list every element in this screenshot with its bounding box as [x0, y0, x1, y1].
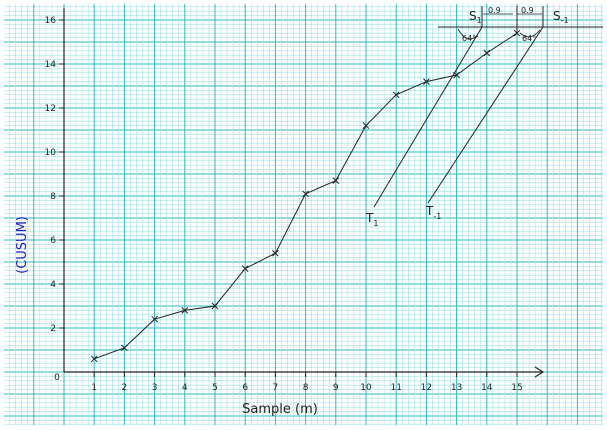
- data-point: [151, 315, 158, 323]
- angle-left-arc: [457, 28, 479, 40]
- x-tick-label: 3: [152, 383, 158, 393]
- x-tick-label: 8: [303, 383, 309, 393]
- d-right-label: 0.9: [521, 6, 534, 15]
- data-point: [121, 344, 128, 352]
- t1-label: T1: [365, 211, 378, 228]
- data-point: [362, 122, 370, 129]
- grid: [4, 4, 603, 426]
- d-left-label: 0.9: [488, 6, 501, 15]
- y-tick-label: 14: [45, 60, 57, 70]
- y-tick-label: 12: [45, 104, 56, 114]
- x-tick-label: 2: [122, 383, 128, 393]
- x-axis-label: Sample (m): [242, 402, 318, 417]
- v-mask-construction: [373, 6, 603, 208]
- data-point: [211, 302, 219, 310]
- x-tick-label: 11: [390, 383, 401, 393]
- data-point: [272, 249, 279, 257]
- t-minus1-line: [427, 26, 544, 204]
- series: [90, 29, 521, 363]
- data-point: [241, 265, 249, 272]
- angle-left-label: 64°: [462, 34, 476, 43]
- axes: [63, 8, 545, 378]
- x-tick-label: 10: [360, 383, 372, 393]
- y-tick-label: 2: [50, 324, 56, 334]
- y-tick-label: 16: [45, 16, 57, 26]
- y-tick-label: 8: [50, 192, 56, 202]
- data-point: [513, 29, 521, 37]
- data-point: [332, 177, 340, 184]
- s-minus1-label: S-1: [553, 9, 569, 25]
- angle-right-arc: [519, 29, 541, 38]
- x-tick-label: 13: [451, 383, 462, 393]
- x-tick-label: 9: [333, 383, 339, 393]
- x-tick-label: 15: [511, 383, 522, 393]
- x-tick-label: 6: [242, 383, 248, 393]
- y-tick-label: 10: [45, 148, 57, 158]
- y-tick-label: 6: [50, 236, 56, 246]
- data-point: [453, 71, 460, 79]
- data-point: [392, 91, 400, 99]
- data-point: [423, 78, 430, 85]
- data-point: [302, 190, 309, 198]
- x-axis-arrow: [534, 366, 545, 378]
- x-tick-label: 7: [273, 383, 279, 393]
- s1-label: S1: [469, 9, 482, 25]
- angle-right-label: 64°: [522, 34, 536, 43]
- y-axis-label: (CUSUM): [15, 216, 30, 274]
- data-point: [181, 307, 189, 314]
- x-tick-label: 1: [91, 383, 97, 393]
- x-tick-label: 5: [212, 383, 218, 393]
- t-minus1-label: T-1: [425, 204, 441, 221]
- t1-line: [373, 26, 483, 208]
- x-tick-label: 4: [182, 383, 188, 393]
- data-point: [483, 49, 491, 57]
- data-point: [90, 355, 98, 363]
- y-tick-label: 4: [50, 280, 56, 290]
- x-tick-label: 14: [481, 383, 493, 393]
- x-tick-label: 0: [54, 373, 60, 383]
- x-tick-label: 12: [421, 383, 432, 393]
